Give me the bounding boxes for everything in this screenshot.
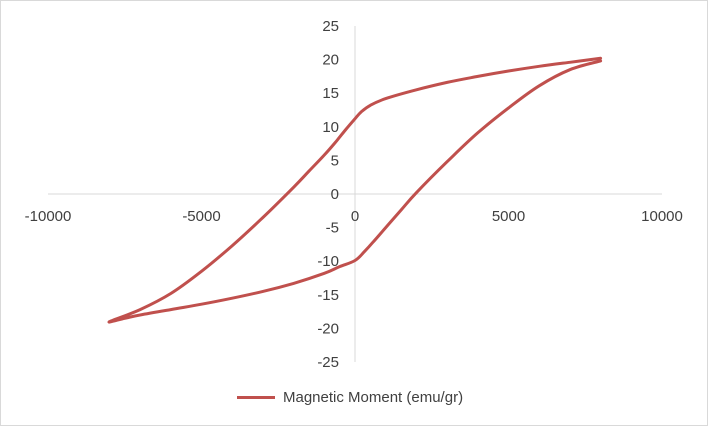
x-tick-label: -5000 bbox=[182, 208, 220, 225]
series-line-magnetic-moment bbox=[107, 56, 603, 324]
x-tick-label: -10000 bbox=[25, 208, 72, 225]
x-tick-label: 0 bbox=[351, 208, 359, 225]
x-tick-label: 5000 bbox=[492, 208, 525, 225]
y-tick-label: 10 bbox=[322, 119, 339, 136]
y-tick-label: -20 bbox=[317, 320, 339, 337]
y-tick-label: 0 bbox=[331, 186, 339, 203]
legend: Magnetic Moment (emu/gr) bbox=[237, 389, 463, 406]
y-tick-label: -25 bbox=[317, 354, 339, 371]
legend-label: Magnetic Moment (emu/gr) bbox=[283, 389, 464, 406]
y-tick-label: -10 bbox=[317, 253, 339, 270]
y-tick-label: -5 bbox=[326, 220, 339, 237]
y-tick-label: 15 bbox=[322, 85, 339, 102]
y-tick-label: 20 bbox=[322, 52, 339, 69]
y-tick-label: 5 bbox=[331, 152, 339, 169]
x-tick-label: 10000 bbox=[641, 208, 683, 225]
y-tick-label: 25 bbox=[322, 18, 339, 35]
legend-swatch bbox=[237, 396, 275, 399]
y-tick-label: -15 bbox=[317, 287, 339, 304]
